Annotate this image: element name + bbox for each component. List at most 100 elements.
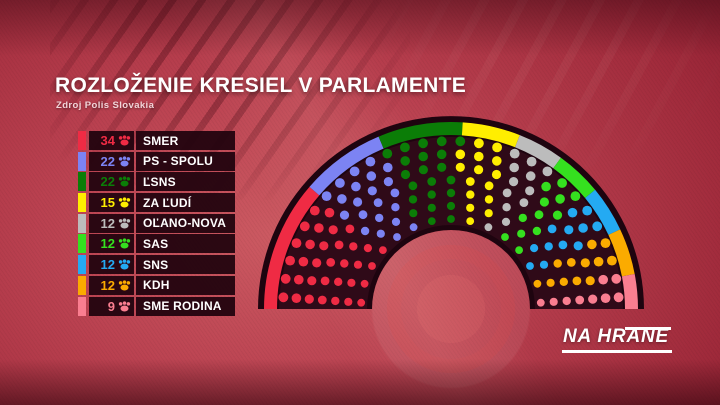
seat-dot	[319, 241, 329, 251]
seat-dot	[567, 207, 578, 218]
rim-arc	[378, 122, 463, 149]
party-name: PS - SPOLU	[143, 154, 214, 169]
seat-dot	[562, 296, 571, 306]
seat-dot	[280, 273, 291, 284]
seat-dot	[455, 136, 466, 147]
seat-dot	[317, 295, 327, 305]
party-name: ĽSNS	[143, 174, 176, 189]
seat-dot	[400, 156, 411, 166]
party-name: SAS	[143, 236, 169, 251]
seat-dot	[446, 188, 456, 198]
legend-seat-count-box: 22	[89, 172, 134, 192]
seat-dot	[598, 274, 608, 285]
legend-row: 22 ĽSNS	[78, 172, 235, 192]
na-hrane-logo: NA HRANE	[562, 326, 672, 353]
seat-dot	[334, 277, 343, 286]
seat-dot	[373, 198, 383, 208]
paw-icon	[118, 300, 131, 311]
seat-dot	[544, 242, 553, 251]
seat-dot	[305, 239, 315, 250]
paw-icon	[118, 259, 131, 270]
rim-arc	[461, 122, 520, 148]
seat-dot	[299, 221, 310, 232]
seat-dot	[585, 276, 595, 286]
legend-color-bar	[78, 213, 86, 233]
seat-dot	[539, 260, 549, 269]
legend-color-bar	[78, 275, 86, 295]
seat-dot	[446, 175, 456, 185]
legend-row: 15 ZA ĽUDÍ	[78, 193, 235, 213]
seat-dot	[391, 203, 400, 212]
seat-count: 12	[100, 277, 115, 293]
seat-dot	[353, 260, 363, 269]
seat-dot	[484, 223, 493, 232]
seat-dot	[555, 194, 565, 204]
logo-text-part1: NA HR	[563, 326, 627, 347]
legend-row: 22 PS - SPOLU	[78, 151, 235, 171]
seat-dot	[427, 190, 436, 199]
rim-arc	[264, 186, 320, 310]
party-name: SME RODINA	[143, 299, 222, 313]
seat-dot	[578, 223, 588, 233]
paw-icon	[118, 218, 131, 229]
rim-arc	[553, 157, 596, 199]
legend: 34 SMER 22 PS - SPOLU 22 ĽSNS 15	[78, 131, 235, 317]
rim-arc	[309, 136, 384, 196]
legend-label-box: ZA ĽUDÍ	[136, 193, 235, 213]
seat-dot	[593, 256, 604, 267]
seat-dot	[515, 246, 523, 255]
legend-label-box: ĽSNS	[136, 172, 235, 192]
seat-dot	[382, 148, 393, 159]
seat-dot	[436, 136, 447, 147]
seat-dot	[368, 262, 376, 270]
legend-color-bar	[78, 296, 86, 316]
seat-dot	[502, 188, 512, 198]
party-name: SMER	[143, 133, 179, 148]
seat-dot	[328, 225, 338, 235]
seat-dot	[400, 142, 410, 153]
seat-dot	[501, 233, 509, 241]
seat-dot	[408, 195, 418, 204]
seat-dot	[418, 165, 428, 175]
seat-dot	[484, 209, 493, 218]
legend-row: 34 SMER	[78, 131, 235, 150]
seat-dot	[360, 226, 370, 236]
seat-dot	[427, 203, 436, 212]
seat-dot	[466, 217, 475, 226]
legend-seat-count-box: 9	[89, 296, 134, 316]
seat-dot	[391, 217, 401, 226]
legend-seat-count-box: 12	[89, 275, 134, 295]
legend-row: 12 SAS	[78, 234, 235, 254]
legend-label-box: PS - SPOLU	[136, 151, 235, 171]
seat-dot	[558, 240, 568, 250]
seat-dot	[466, 203, 475, 212]
seat-dot	[339, 210, 350, 220]
top-vignette	[0, 0, 720, 56]
legend-color-bar	[78, 151, 86, 171]
legend-row: 12 SNS	[78, 255, 235, 275]
seat-dot	[331, 296, 340, 306]
seat-dot	[552, 210, 563, 220]
seat-dot	[566, 258, 576, 267]
legend-label-box: KDH	[136, 275, 235, 295]
seat-dot	[518, 213, 527, 223]
seat-dot	[508, 177, 519, 187]
seat-dot	[337, 194, 347, 204]
seat-dot	[357, 298, 366, 307]
seat-count: 22	[100, 174, 115, 190]
seat-dot	[383, 177, 393, 187]
source-label: Zdroj Polis Slovakia	[56, 100, 155, 111]
seat-dot	[285, 255, 295, 266]
seat-dot	[466, 190, 475, 199]
seat-dot	[572, 276, 582, 286]
seat-dot	[546, 278, 555, 287]
seat-dot	[298, 256, 309, 267]
seat-dot	[349, 166, 360, 177]
legend-label-box: SME RODINA	[136, 296, 235, 316]
party-name: OĽANO-NOVA	[143, 216, 227, 231]
seat-dot	[492, 142, 502, 153]
seat-count: 34	[100, 133, 115, 148]
seat-dot	[530, 244, 539, 253]
seat-dot	[436, 149, 447, 160]
